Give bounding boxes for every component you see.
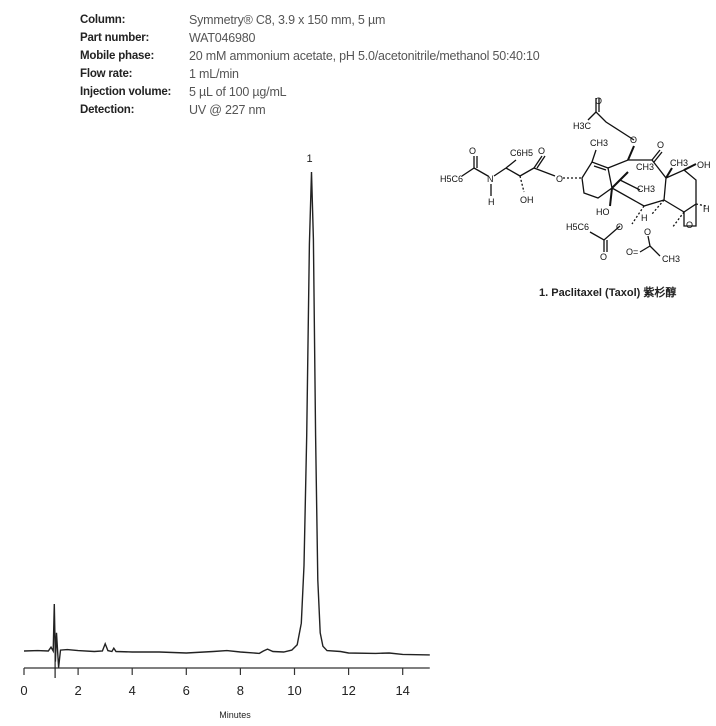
atom-label: HO [596,207,610,217]
atom-label: O [657,140,664,150]
x-tick-label: 10 [287,683,301,698]
atom-label: CH3 [670,158,688,168]
chromatogram-trace [23,171,430,668]
condition-label: Flow rate: [80,68,133,80]
x-tick-label: 0 [20,683,27,698]
atom-label: CH3 [662,254,680,264]
atom-label: O [595,96,602,106]
condition-row: Part number: WAT046980 [80,29,540,47]
atom-label: H3C [573,121,592,131]
condition-label: Mobile phase: [80,50,155,62]
atom-label: O [556,174,563,184]
x-tick-label: 6 [183,683,190,698]
atom-label: N [487,174,494,184]
chromatogram: 0 2 4 6 8 10 12 14 Minutes 1 [20,153,430,720]
condition-label: Part number: [80,32,150,44]
condition-row: Injection volume: 5 µL of 100 µg/mL [80,83,540,101]
condition-row: Mobile phase: 20 mM ammonium acetate, pH … [80,47,540,65]
atom-label: OH [697,160,711,170]
x-tick-label: 4 [129,683,136,698]
condition-value: 1 mL/min [189,67,239,81]
atom-label: C6H5 [510,148,533,158]
condition-value: WAT046980 [189,31,256,45]
condition-row: Flow rate: 1 mL/min [80,65,540,83]
atom-label: O [538,146,545,156]
atom-label: H5C6 [566,222,589,232]
x-tick-label: 2 [74,683,81,698]
structure-bonds [461,98,707,257]
condition-value: 5 µL of 100 µg/mL [189,85,287,99]
atom-label: CH3 [637,184,655,194]
atom-label: O [686,220,693,230]
condition-label: Column: [80,14,126,26]
condition-row: Column: Symmetry® C8, 3.9 x 150 mm, 5 µm [80,11,540,29]
atom-label: CH3 [590,138,608,148]
atom-label: O [616,222,623,232]
atom-label: O [644,227,651,237]
condition-value: UV @ 227 nm [189,103,266,117]
atom-label: H [703,204,710,214]
x-tick-label: 8 [237,683,244,698]
atom-label: H5C6 [440,174,463,184]
conditions-table: Column: Symmetry® C8, 3.9 x 150 mm, 5 µm P… [80,11,540,119]
x-axis-label: Minutes [219,710,251,720]
compound-caption: 1. Paclitaxel (Taxol) 紫杉醇 [539,287,677,299]
atom-label: O [469,146,476,156]
atom-label: H [488,197,495,207]
peak-label: 1 [306,153,312,165]
condition-value: Symmetry® C8, 3.9 x 150 mm, 5 µm [189,13,386,27]
atom-label: H [641,213,648,223]
x-tick-label: 12 [341,683,355,698]
condition-row: Detection: UV @ 227 nm [80,101,540,119]
condition-label: Detection: [80,104,135,116]
atom-label: OH [520,195,534,205]
x-tick-label: 14 [395,683,409,698]
condition-label: Injection volume: [80,86,172,98]
atom-label: O= [626,247,638,257]
atom-label: CH3 [636,162,654,172]
atom-label: O [630,135,637,145]
condition-value: 20 mM ammonium acetate, pH 5.0/acetonitr… [189,49,540,63]
atom-label: O [600,252,607,262]
